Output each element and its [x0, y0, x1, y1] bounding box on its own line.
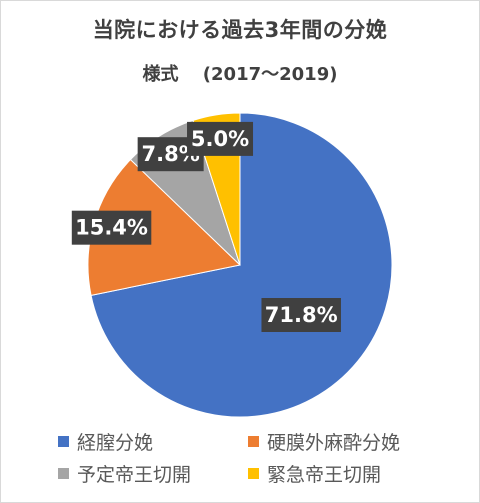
pie-slices — [87, 112, 393, 418]
data-label-emergency-cesarean: 5.0% — [187, 121, 254, 156]
legend-label-vaginal: 経膣分娩 — [77, 432, 154, 454]
legend-swatch-vaginal — [58, 436, 69, 447]
chart-title: 当院における過去3年間の分娩 — [92, 18, 388, 42]
legend-item-planned-cesarean: 予定帝王切開 — [58, 460, 191, 487]
data-label-text-vaginal: 71.8% — [265, 303, 338, 327]
legend-swatch-emergency-cesarean — [248, 468, 259, 479]
legend-label-planned-cesarean: 予定帝王切開 — [77, 464, 192, 486]
legend-swatch-planned-cesarean — [58, 468, 69, 479]
data-label-text-epidural: 15.4% — [75, 216, 148, 240]
data-label-text-emergency-cesarean: 5.0% — [191, 127, 249, 151]
pie-data-labels: 71.8%15.4%7.8%5.0% — [71, 121, 341, 332]
data-label-box-epidural — [71, 210, 152, 245]
legend-item-emergency-cesarean: 緊急帝王切開 — [248, 460, 381, 487]
chart-subtitle: 様式 (2017～2019) — [142, 64, 338, 85]
legend-swatch-epidural — [248, 436, 259, 447]
legend-item-vaginal: 経膣分娩 — [58, 428, 153, 455]
legend-label-epidural: 硬膜外麻酔分娩 — [267, 432, 401, 454]
legend-label-emergency-cesarean: 緊急帝王切開 — [267, 464, 382, 486]
data-label-vaginal: 71.8% — [261, 297, 341, 332]
data-label-box-emergency-cesarean — [187, 121, 254, 156]
data-label-box-vaginal — [261, 297, 341, 332]
data-label-epidural: 15.4% — [71, 210, 152, 245]
pie-slice-vaginal — [90, 112, 393, 418]
legend-item-epidural: 硬膜外麻酔分娩 — [248, 428, 400, 455]
